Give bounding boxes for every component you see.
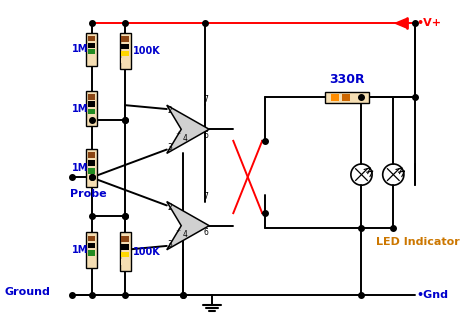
Bar xyxy=(88,101,95,107)
Bar xyxy=(122,252,129,257)
Bar xyxy=(120,33,131,69)
Bar xyxy=(122,244,129,250)
Bar xyxy=(88,168,95,174)
Text: 1M: 1M xyxy=(72,104,89,113)
Bar xyxy=(86,232,97,268)
Bar xyxy=(325,92,369,103)
Bar xyxy=(122,43,129,49)
Bar xyxy=(122,259,129,265)
Text: 1M: 1M xyxy=(72,44,89,54)
Bar xyxy=(86,148,97,187)
Polygon shape xyxy=(395,18,407,28)
Bar xyxy=(352,94,361,101)
Bar xyxy=(122,36,129,42)
Text: 7: 7 xyxy=(203,192,208,200)
Polygon shape xyxy=(167,201,209,250)
Text: +: + xyxy=(175,131,180,136)
Bar xyxy=(88,116,95,121)
Bar xyxy=(122,236,129,242)
Bar xyxy=(88,56,95,61)
Text: Probe: Probe xyxy=(70,189,107,199)
Bar xyxy=(88,49,95,54)
Polygon shape xyxy=(167,105,209,153)
Text: 4: 4 xyxy=(182,231,187,239)
Bar xyxy=(88,176,95,181)
Text: 330R: 330R xyxy=(329,73,365,86)
Bar xyxy=(342,94,350,101)
Text: 1M: 1M xyxy=(72,163,89,173)
Text: 100K: 100K xyxy=(133,46,161,56)
Bar xyxy=(88,257,95,263)
Bar xyxy=(88,43,95,48)
Text: 6: 6 xyxy=(203,228,208,237)
Bar xyxy=(88,94,95,100)
Bar xyxy=(122,51,129,56)
Bar xyxy=(331,94,339,101)
Bar xyxy=(88,109,95,114)
Bar xyxy=(120,232,131,271)
Text: Ground: Ground xyxy=(5,287,51,297)
Text: 4: 4 xyxy=(182,134,187,143)
Bar xyxy=(86,33,97,66)
Text: •Gnd: •Gnd xyxy=(417,290,448,300)
Text: 6: 6 xyxy=(203,131,208,140)
Text: 100K: 100K xyxy=(133,247,161,257)
Bar xyxy=(88,160,95,166)
Text: •V+: •V+ xyxy=(417,18,441,28)
Bar xyxy=(88,236,95,241)
Text: +: + xyxy=(175,228,180,232)
Text: 3: 3 xyxy=(168,144,172,152)
Text: LED Indicator: LED Indicator xyxy=(376,237,460,247)
Bar xyxy=(88,250,95,256)
Text: 1M: 1M xyxy=(72,245,89,255)
Bar xyxy=(88,152,95,158)
Bar xyxy=(122,58,129,63)
Bar xyxy=(86,91,97,127)
Bar xyxy=(88,36,95,41)
Text: 2: 2 xyxy=(168,202,172,212)
Text: 2: 2 xyxy=(168,106,172,115)
Bar xyxy=(88,243,95,249)
Text: 7: 7 xyxy=(203,95,208,104)
Text: 3: 3 xyxy=(168,240,172,249)
